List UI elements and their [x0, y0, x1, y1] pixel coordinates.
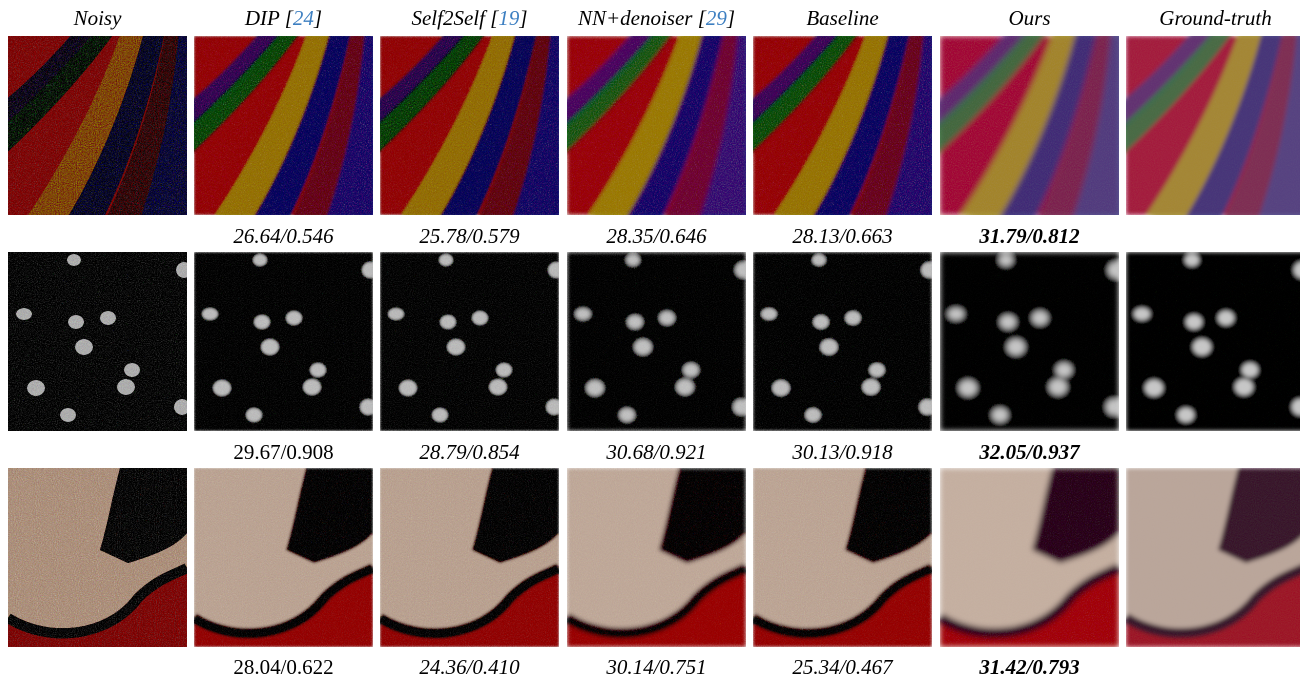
metric-value: 28.79/0.854 — [375, 439, 565, 465]
column-header-label: Ground-truth — [1159, 6, 1271, 30]
result-image — [380, 468, 559, 647]
result-image — [753, 252, 932, 431]
column-header-suffix: ] — [314, 6, 322, 30]
result-image — [940, 252, 1119, 431]
citation-link[interactable]: 29 — [706, 6, 727, 30]
result-image-svg — [194, 468, 373, 647]
best-metric: 32.05/0.937 — [935, 439, 1125, 465]
column-header: Self2Self [19] — [375, 6, 565, 30]
best-metric: 31.42/0.793 — [935, 654, 1125, 680]
citation-link[interactable]: 19 — [498, 6, 519, 30]
result-image-svg — [567, 36, 746, 215]
result-image — [1126, 252, 1300, 431]
result-image — [1126, 468, 1300, 647]
result-image-svg — [1126, 252, 1300, 431]
result-image-svg — [194, 36, 373, 215]
column-header-suffix: ] — [519, 6, 527, 30]
column-header-label: DIP [ — [245, 6, 293, 30]
result-image — [753, 36, 932, 215]
column-header: Ours — [935, 6, 1125, 30]
citation-link[interactable]: 24 — [293, 6, 314, 30]
metric-value: 28.35/0.646 — [562, 223, 752, 249]
result-image — [194, 252, 373, 431]
result-image-svg — [567, 468, 746, 647]
result-image — [940, 36, 1119, 215]
result-image-svg — [8, 252, 187, 431]
column-header-label: Self2Self [ — [411, 6, 498, 30]
result-image — [380, 36, 559, 215]
metric-value: 25.34/0.467 — [748, 654, 938, 680]
column-header: Baseline — [748, 6, 938, 30]
result-image-svg — [940, 36, 1119, 215]
result-image-svg — [753, 252, 932, 431]
metric-value: 30.68/0.921 — [562, 439, 752, 465]
result-image — [1126, 36, 1300, 215]
result-image — [567, 252, 746, 431]
result-image — [753, 468, 932, 647]
result-image-svg — [8, 468, 187, 647]
column-header-label: NN+denoiser [ — [578, 6, 706, 30]
column-header: Noisy — [3, 6, 193, 30]
result-image — [194, 36, 373, 215]
result-image — [8, 36, 187, 215]
result-image — [194, 468, 373, 647]
result-image — [380, 252, 559, 431]
metric-value: 25.78/0.579 — [375, 223, 565, 249]
result-image — [8, 468, 187, 647]
result-image-svg — [1126, 36, 1300, 215]
result-image — [940, 468, 1119, 647]
metric-value: 28.04/0.622 — [189, 654, 379, 680]
best-metric: 31.79/0.812 — [935, 223, 1125, 249]
result-image-svg — [753, 36, 932, 215]
metric-value: 30.14/0.751 — [562, 654, 752, 680]
result-image-svg — [940, 252, 1119, 431]
column-header-suffix: ] — [727, 6, 735, 30]
metric-value: 30.13/0.918 — [748, 439, 938, 465]
column-header: DIP [24] — [189, 6, 379, 30]
result-image — [8, 252, 187, 431]
column-header-label: Ours — [1008, 6, 1050, 30]
column-header: NN+denoiser [29] — [562, 6, 752, 30]
result-image-svg — [940, 468, 1119, 647]
result-image-svg — [380, 468, 559, 647]
column-header-label: Noisy — [74, 6, 122, 30]
result-image-svg — [380, 36, 559, 215]
result-image-svg — [8, 36, 187, 215]
result-image-svg — [753, 468, 932, 647]
metric-value: 28.13/0.663 — [748, 223, 938, 249]
result-image-svg — [1126, 468, 1300, 647]
result-image-svg — [380, 252, 559, 431]
result-image-svg — [194, 252, 373, 431]
metric-value: 24.36/0.410 — [375, 654, 565, 680]
result-image — [567, 36, 746, 215]
result-image-svg — [567, 252, 746, 431]
metric-value: 26.64/0.546 — [189, 223, 379, 249]
column-header-label: Baseline — [806, 6, 878, 30]
metric-value: 29.67/0.908 — [189, 439, 379, 465]
column-header: Ground-truth — [1121, 6, 1300, 30]
result-image — [567, 468, 746, 647]
